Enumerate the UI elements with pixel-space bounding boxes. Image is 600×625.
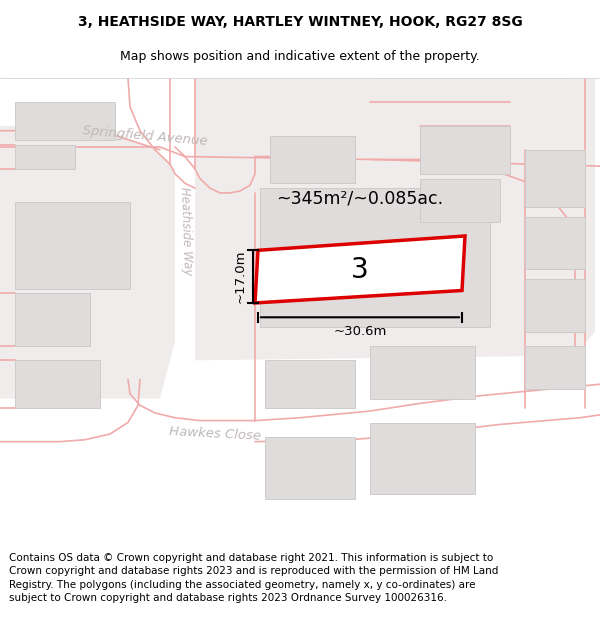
Polygon shape <box>370 346 475 399</box>
Text: ~17.0m: ~17.0m <box>234 250 247 303</box>
Polygon shape <box>270 136 355 183</box>
Polygon shape <box>15 102 115 140</box>
Polygon shape <box>525 279 585 332</box>
Polygon shape <box>370 78 575 231</box>
Polygon shape <box>15 145 75 169</box>
Polygon shape <box>0 126 175 399</box>
Polygon shape <box>260 188 490 327</box>
Text: Map shows position and indicative extent of the property.: Map shows position and indicative extent… <box>120 50 480 62</box>
Polygon shape <box>265 437 355 499</box>
Text: Springfield Avenue: Springfield Avenue <box>82 124 208 148</box>
Polygon shape <box>525 150 585 208</box>
Polygon shape <box>265 361 355 408</box>
Polygon shape <box>15 361 100 408</box>
Polygon shape <box>15 293 90 346</box>
Text: ~30.6m: ~30.6m <box>334 325 386 338</box>
Text: Heathside Way: Heathside Way <box>178 187 194 276</box>
Text: Hawkes Close: Hawkes Close <box>169 425 261 443</box>
Polygon shape <box>195 78 595 361</box>
Polygon shape <box>525 346 585 389</box>
Polygon shape <box>525 217 585 269</box>
Polygon shape <box>15 202 130 289</box>
Text: 3, HEATHSIDE WAY, HARTLEY WINTNEY, HOOK, RG27 8SG: 3, HEATHSIDE WAY, HARTLEY WINTNEY, HOOK,… <box>77 15 523 29</box>
Text: 3: 3 <box>351 256 369 284</box>
Text: ~345m²/~0.085ac.: ~345m²/~0.085ac. <box>277 189 443 208</box>
Polygon shape <box>370 422 475 494</box>
Polygon shape <box>420 179 500 222</box>
Text: Contains OS data © Crown copyright and database right 2021. This information is : Contains OS data © Crown copyright and d… <box>9 553 499 602</box>
Polygon shape <box>255 236 465 303</box>
Polygon shape <box>420 126 510 174</box>
